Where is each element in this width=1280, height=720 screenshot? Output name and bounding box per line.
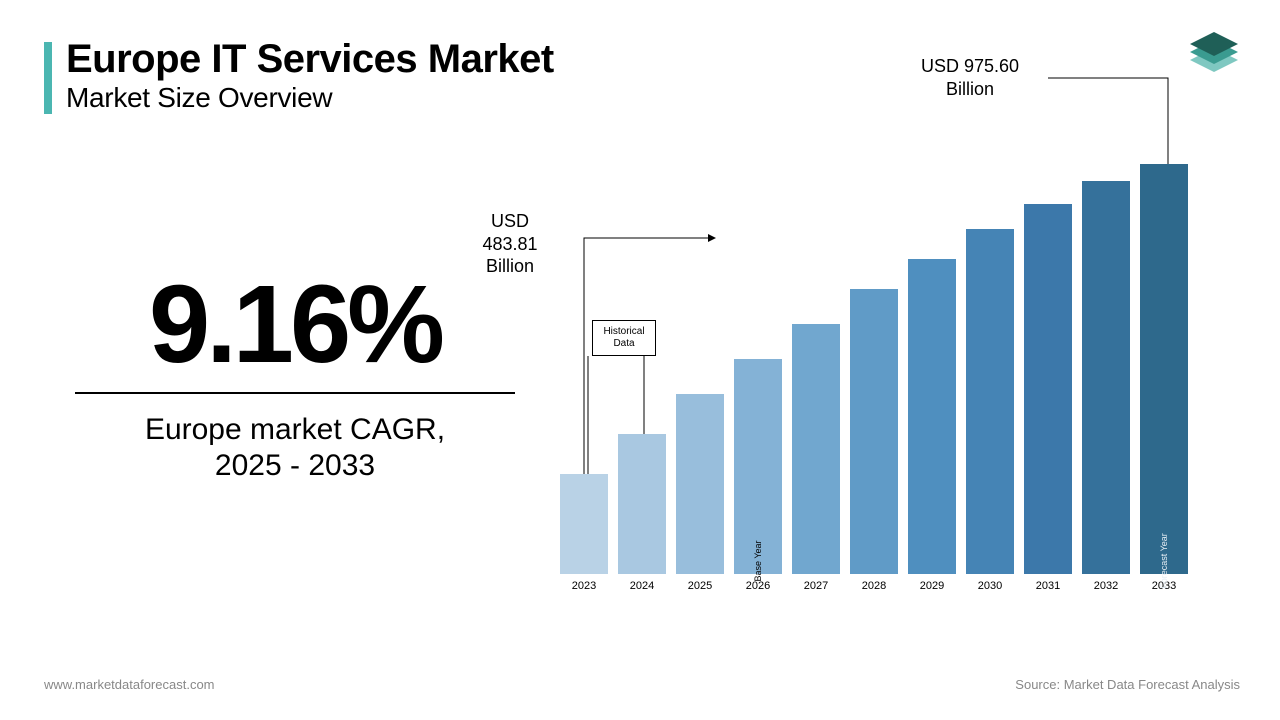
bar-xlabel-2026: 2026 xyxy=(746,580,770,592)
title-block: Europe IT Services Market Market Size Ov… xyxy=(44,38,554,114)
bar-rect-2025 xyxy=(676,394,724,574)
page-subtitle: Market Size Overview xyxy=(66,82,554,114)
bar-rect-2033: Forecast Year xyxy=(1140,164,1188,574)
bar-rect-2027 xyxy=(792,324,840,574)
page-title: Europe IT Services Market xyxy=(66,38,554,80)
bar-inner-label-2033: Forecast Year xyxy=(1159,533,1169,589)
callout-end-line2: Billion xyxy=(946,79,994,99)
callout-end-value: USD 975.60 Billion xyxy=(890,55,1050,100)
bar-xlabel-2027: 2027 xyxy=(804,580,828,592)
bar-xlabel-2023: 2023 xyxy=(572,580,596,592)
bar-xlabel-2025: 2025 xyxy=(688,580,712,592)
bar-xlabel-2030: 2030 xyxy=(978,580,1002,592)
bar-rect-2031 xyxy=(1024,204,1072,574)
callout-start-line1: USD xyxy=(491,211,529,231)
callout-start-line3: Billion xyxy=(486,256,534,276)
footer-url: www.marketdataforecast.com xyxy=(44,677,215,692)
bars-container: 202320242025Base Year2026202720282029203… xyxy=(560,164,1188,592)
bar-2024: 2024 xyxy=(618,434,666,592)
bar-rect-2032 xyxy=(1082,181,1130,574)
page: Europe IT Services Market Market Size Ov… xyxy=(0,0,1280,720)
bar-xlabel-2024: 2024 xyxy=(630,580,654,592)
bar-rect-2026: Base Year xyxy=(734,359,782,574)
title-accent-bar xyxy=(44,42,52,114)
cagr-label-line2: 2025 - 2033 xyxy=(75,448,515,484)
bar-2026: Base Year2026 xyxy=(734,359,782,592)
bar-2028: 2028 xyxy=(850,289,898,592)
bar-xlabel-2028: 2028 xyxy=(862,580,886,592)
callout-start-value: USD 483.81 Billion xyxy=(460,210,560,278)
bar-2030: 2030 xyxy=(966,229,1014,592)
cagr-percent: 9.16% xyxy=(75,270,515,380)
bar-2033: Forecast Year2033 xyxy=(1140,164,1188,592)
footer-source: Source: Market Data Forecast Analysis xyxy=(1015,677,1240,692)
callout-end-line1: USD 975.60 xyxy=(921,56,1019,76)
bar-2023: 2023 xyxy=(560,474,608,592)
cagr-panel: 9.16% Europe market CAGR, 2025 - 2033 xyxy=(75,270,515,484)
cagr-divider xyxy=(75,392,515,394)
bar-2025: 2025 xyxy=(676,394,724,592)
callout-start-line2: 483.81 xyxy=(482,234,537,254)
bar-2029: 2029 xyxy=(908,259,956,592)
bar-2031: 2031 xyxy=(1024,204,1072,592)
bar-xlabel-2031: 2031 xyxy=(1036,580,1060,592)
bar-rect-2029 xyxy=(908,259,956,574)
bar-rect-2023 xyxy=(560,474,608,574)
bar-2027: 2027 xyxy=(792,324,840,592)
bar-xlabel-2032: 2032 xyxy=(1094,580,1118,592)
bar-2032: 2032 xyxy=(1082,181,1130,592)
bar-chart: USD 975.60 Billion USD 483.81 Billion Hi… xyxy=(560,170,1230,620)
bar-rect-2024 xyxy=(618,434,666,574)
bar-rect-2028 xyxy=(850,289,898,574)
bar-inner-label-2026: Base Year xyxy=(753,540,763,581)
cagr-label-line1: Europe market CAGR, xyxy=(75,412,515,448)
bar-xlabel-2029: 2029 xyxy=(920,580,944,592)
bar-rect-2030 xyxy=(966,229,1014,574)
